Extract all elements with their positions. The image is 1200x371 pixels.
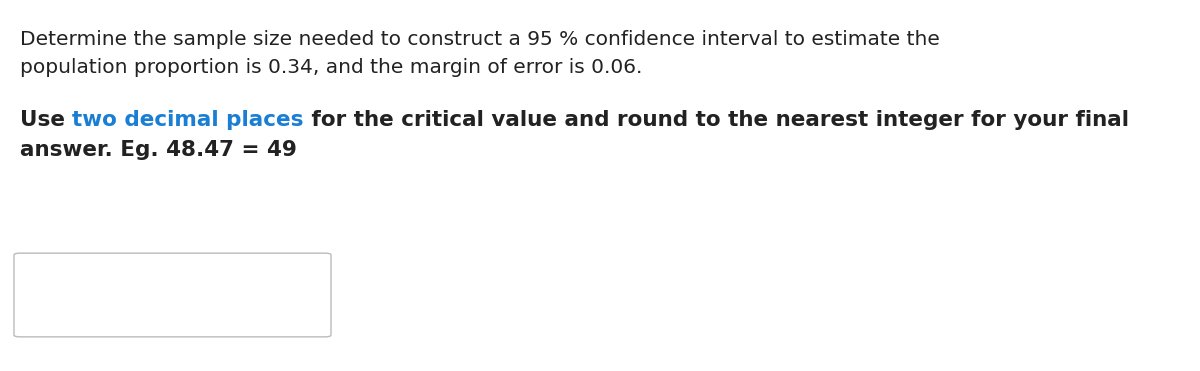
Text: population proportion is 0.34, and the margin of error is 0.06.: population proportion is 0.34, and the m… xyxy=(20,58,642,77)
Text: Use: Use xyxy=(20,110,72,130)
Text: answer. Eg. 48.47 = 49: answer. Eg. 48.47 = 49 xyxy=(20,140,296,160)
Text: for the critical value and round to the nearest integer for your final: for the critical value and round to the … xyxy=(304,110,1129,130)
Text: two decimal places: two decimal places xyxy=(72,110,304,130)
Text: Determine the sample size needed to construct a 95 % confidence interval to esti: Determine the sample size needed to cons… xyxy=(20,30,940,49)
